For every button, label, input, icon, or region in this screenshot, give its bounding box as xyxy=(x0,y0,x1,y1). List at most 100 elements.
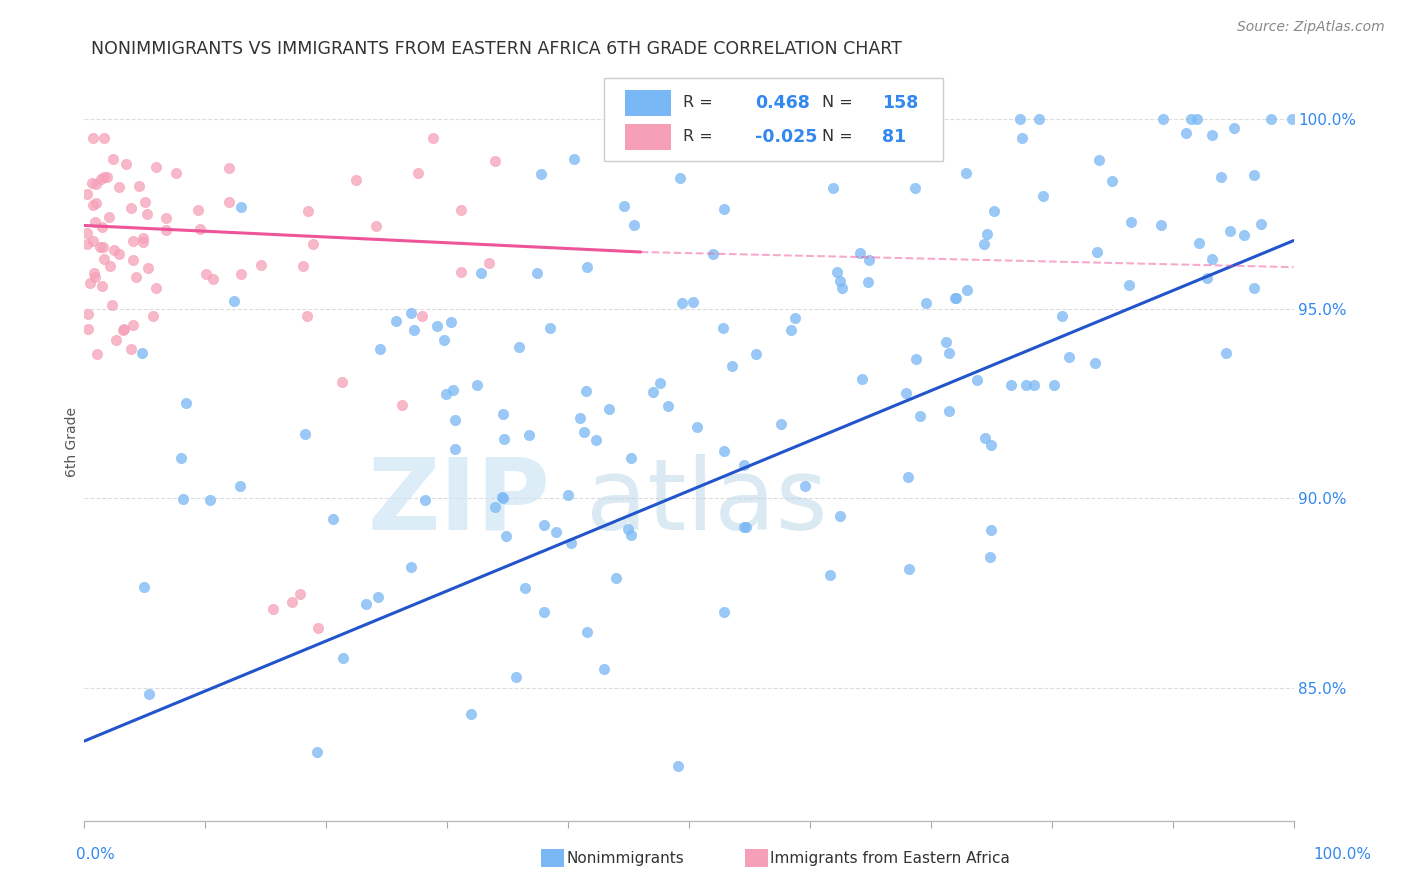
Point xyxy=(508,340,530,354)
Point xyxy=(1201,128,1223,143)
Point xyxy=(671,296,693,310)
Point xyxy=(444,442,467,456)
Point xyxy=(484,500,506,514)
Point xyxy=(669,170,692,185)
Point xyxy=(818,568,841,582)
Point xyxy=(533,517,555,532)
Point xyxy=(938,346,960,360)
Point xyxy=(538,321,561,335)
Point xyxy=(973,432,995,446)
Point xyxy=(292,259,315,273)
Point xyxy=(780,146,803,161)
Point xyxy=(1175,126,1198,140)
Point xyxy=(145,280,167,294)
Point xyxy=(976,227,998,241)
Point xyxy=(385,314,408,328)
Point xyxy=(1057,350,1080,364)
Point xyxy=(546,524,568,539)
Point xyxy=(104,333,127,347)
Point xyxy=(84,196,107,211)
Point xyxy=(218,195,240,210)
Point xyxy=(617,522,640,536)
Point xyxy=(288,587,311,601)
Point xyxy=(1243,168,1265,182)
Point xyxy=(399,306,422,320)
Point xyxy=(187,203,209,218)
Point xyxy=(200,493,222,508)
Point xyxy=(505,670,527,684)
Point xyxy=(1101,174,1123,188)
Point xyxy=(1219,224,1241,238)
Point xyxy=(620,528,643,542)
Point xyxy=(1243,281,1265,295)
Point xyxy=(711,320,734,334)
Point xyxy=(980,523,1002,537)
Point xyxy=(605,571,627,585)
Point xyxy=(281,595,304,609)
Bar xyxy=(624,90,671,115)
Point xyxy=(344,173,367,187)
Point xyxy=(433,333,456,347)
Point xyxy=(576,260,599,275)
Point xyxy=(1281,112,1303,127)
Text: 81: 81 xyxy=(883,128,907,145)
Point xyxy=(491,490,513,504)
Point xyxy=(897,562,920,576)
Point xyxy=(620,450,643,465)
Text: Nonimmigrants: Nonimmigrants xyxy=(567,851,685,865)
Point xyxy=(138,687,160,701)
Point xyxy=(1201,252,1223,266)
Point xyxy=(914,296,936,310)
Point xyxy=(218,161,240,175)
Point xyxy=(229,267,252,281)
Point xyxy=(202,272,225,286)
Point xyxy=(249,258,271,272)
Point xyxy=(436,386,458,401)
Point xyxy=(983,204,1005,219)
Point xyxy=(307,621,329,635)
Point xyxy=(80,176,103,190)
Point xyxy=(657,399,679,413)
Point xyxy=(90,172,112,186)
Text: Immigrants from Eastern Africa: Immigrants from Eastern Africa xyxy=(770,851,1011,865)
Point xyxy=(495,528,517,542)
Point xyxy=(713,444,735,458)
Point xyxy=(569,410,592,425)
Point xyxy=(1028,112,1050,127)
Point xyxy=(368,343,391,357)
Point xyxy=(229,479,252,493)
Text: ZIP: ZIP xyxy=(367,454,550,550)
Point xyxy=(120,201,142,215)
Text: 0.468: 0.468 xyxy=(755,94,810,112)
Point xyxy=(112,323,135,337)
Point xyxy=(354,598,377,612)
Point xyxy=(79,276,101,290)
Point xyxy=(155,223,177,237)
Text: atlas: atlas xyxy=(586,454,828,550)
Point xyxy=(858,253,880,268)
Point xyxy=(470,266,492,280)
Point xyxy=(1152,112,1174,127)
Point xyxy=(297,203,319,218)
Point xyxy=(83,266,105,280)
Point xyxy=(122,234,145,248)
Point xyxy=(973,237,995,252)
Point xyxy=(76,322,98,336)
Point xyxy=(1260,112,1282,127)
Point xyxy=(391,399,413,413)
Point xyxy=(101,152,124,166)
Point xyxy=(894,386,917,401)
Point xyxy=(849,246,872,260)
Point xyxy=(1052,309,1074,323)
Point xyxy=(938,404,960,418)
Point xyxy=(478,256,501,270)
Point xyxy=(134,194,156,209)
Point xyxy=(89,240,111,254)
Point xyxy=(744,347,766,361)
Point xyxy=(174,396,197,410)
Point xyxy=(136,207,159,221)
Bar xyxy=(624,124,671,150)
Point xyxy=(904,181,927,195)
Point xyxy=(943,291,966,305)
Point xyxy=(411,309,433,323)
